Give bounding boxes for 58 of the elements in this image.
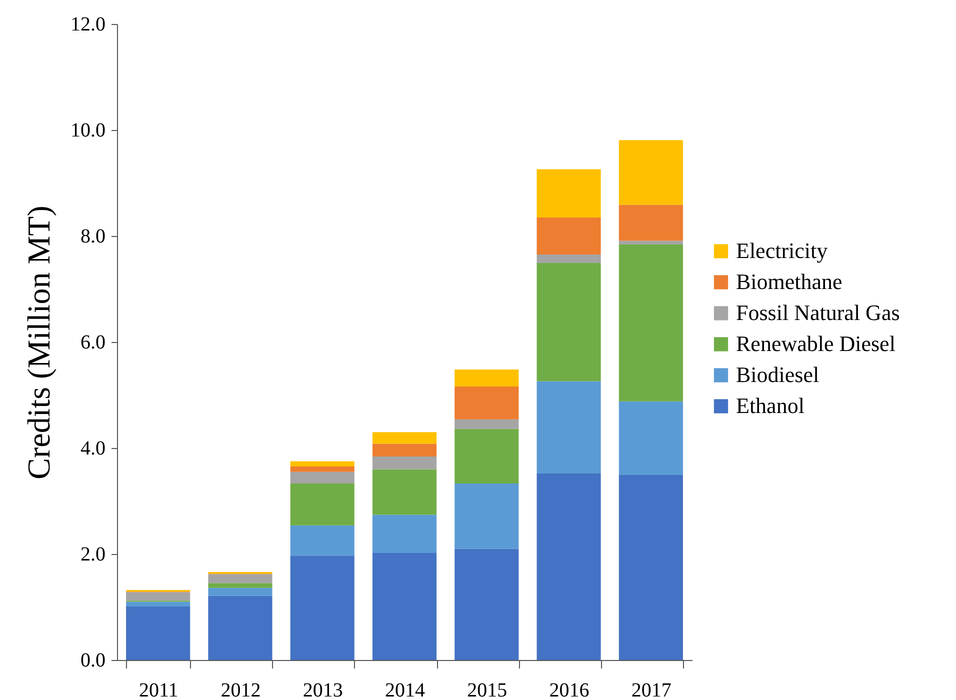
bar xyxy=(126,606,190,660)
bar xyxy=(208,583,272,588)
bar xyxy=(618,475,683,660)
y-tick-label: 12.0 xyxy=(70,14,106,36)
bar xyxy=(536,169,601,218)
legend-label: Ethanol xyxy=(736,393,804,418)
bar xyxy=(536,254,601,264)
y-tick-label: 8.0 xyxy=(80,226,106,248)
bar xyxy=(454,428,519,484)
y-axis-title: Credits (Million MT) xyxy=(20,206,56,480)
legend-label: Electricity xyxy=(736,238,828,264)
bar xyxy=(454,419,519,429)
bar xyxy=(454,386,519,420)
bar xyxy=(372,469,437,515)
legend-label: Biomethane xyxy=(736,269,842,294)
y-tick-label: 0.0 xyxy=(80,650,106,672)
bar xyxy=(618,204,683,241)
bar xyxy=(372,456,437,470)
bar xyxy=(208,574,272,584)
x-tick-label: 2016 xyxy=(549,680,590,700)
bar xyxy=(208,596,272,660)
bar xyxy=(618,401,683,476)
bar xyxy=(536,473,601,660)
bar xyxy=(372,552,437,660)
bar xyxy=(290,461,354,467)
x-tick-label: 2012 xyxy=(220,680,261,700)
bar xyxy=(290,466,354,472)
bar xyxy=(618,244,683,402)
x-tick-label: 2014 xyxy=(385,680,425,700)
y-tick-label: 6.0 xyxy=(80,332,106,354)
bar xyxy=(618,140,683,205)
x-tick-label: 2011 xyxy=(138,680,178,700)
bar xyxy=(290,525,354,556)
y-tick-label: 4.0 xyxy=(80,438,106,460)
bar xyxy=(618,240,683,244)
bar xyxy=(290,472,354,484)
bar xyxy=(454,548,519,660)
x-tick-label: 2017 xyxy=(631,680,672,700)
bar xyxy=(290,484,354,526)
legend-label: Renewable Diesel xyxy=(736,331,896,356)
bar xyxy=(536,263,601,382)
y-tick-label: 10.0 xyxy=(70,120,106,142)
bar xyxy=(126,592,190,601)
bar xyxy=(536,217,601,255)
bar xyxy=(372,432,437,444)
legend-label: Biodiesel xyxy=(736,362,820,388)
bar xyxy=(454,484,519,549)
bar xyxy=(126,602,190,606)
x-tick-label: 2013 xyxy=(302,680,343,700)
x-tick-label: 2015 xyxy=(467,680,508,700)
bar xyxy=(290,556,354,660)
y-tick-label: 2.0 xyxy=(80,544,106,566)
bar xyxy=(372,514,437,553)
bar xyxy=(372,444,437,456)
bar xyxy=(208,588,272,596)
bar xyxy=(536,381,601,474)
legend-label: Fossil Natural Gas xyxy=(736,300,900,326)
bar xyxy=(454,370,519,387)
